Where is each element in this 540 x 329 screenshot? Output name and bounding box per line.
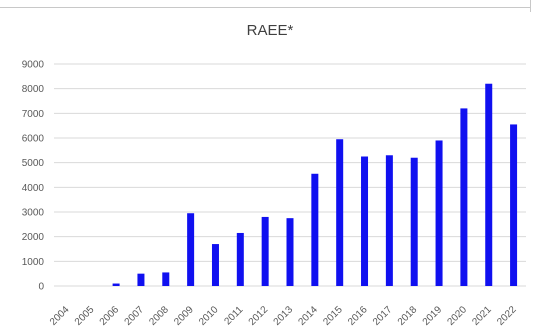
x-tick-label: 2019 (421, 304, 445, 328)
bar (112, 283, 120, 286)
y-tick-label: 0 (38, 282, 44, 293)
bar (311, 173, 319, 286)
x-tick-label: 2010 (197, 304, 221, 328)
bar (435, 140, 443, 286)
y-tick-label: 4000 (22, 183, 45, 194)
right-divider (530, 0, 531, 12)
x-tick-label: 2014 (296, 304, 320, 328)
x-tick-label: 2012 (247, 304, 271, 328)
y-tick-label: 8000 (22, 84, 45, 95)
y-tick-label: 7000 (22, 109, 45, 120)
chart-title: RAEE* (246, 22, 294, 39)
y-tick-label: 9000 (22, 60, 45, 71)
x-tick-label: 2020 (446, 304, 470, 328)
y-tick-label: 5000 (22, 158, 45, 169)
y-tick-label: 3000 (22, 208, 45, 219)
bar (385, 155, 393, 286)
bar (137, 273, 145, 286)
bar (236, 232, 244, 286)
x-tick-label: 2009 (172, 304, 196, 328)
bar (261, 216, 269, 286)
x-tick-label: 2021 (470, 304, 494, 328)
x-tick-label: 2018 (396, 304, 420, 328)
x-tick-label: 2015 (321, 304, 345, 328)
bar (286, 218, 294, 286)
x-tick-label: 2007 (123, 304, 147, 328)
bar (460, 108, 468, 287)
bar (162, 272, 170, 286)
bar (510, 124, 518, 286)
x-tick-label: 2022 (495, 304, 519, 328)
x-tick-label: 2016 (346, 304, 370, 328)
top-divider (0, 7, 530, 8)
y-tick-label: 6000 (22, 134, 45, 145)
x-tick-label: 2017 (371, 304, 395, 328)
x-tick-label: 2006 (98, 304, 122, 328)
bar (361, 156, 369, 286)
bar (485, 83, 493, 286)
bar (211, 244, 219, 286)
x-tick-label: 2005 (73, 304, 97, 328)
x-tick-label: 2011 (222, 304, 245, 327)
y-tick-label: 1000 (22, 257, 45, 268)
x-tick-label: 2008 (147, 304, 171, 328)
bar (187, 213, 195, 286)
x-tick-label: 2013 (272, 304, 296, 328)
y-tick-label: 2000 (22, 232, 45, 243)
bar (336, 139, 344, 286)
x-tick-label: 2004 (48, 304, 72, 328)
bar (410, 157, 418, 286)
